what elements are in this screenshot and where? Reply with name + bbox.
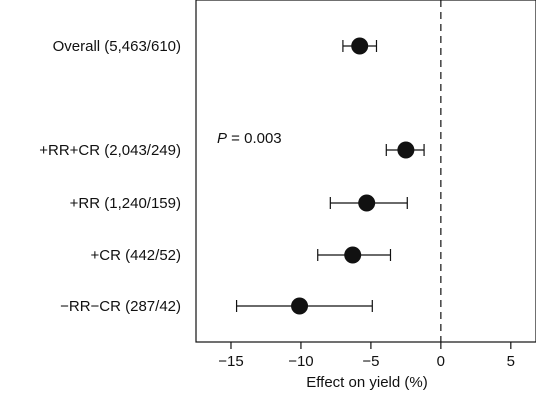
p-value-annotation: P = 0.003 [217, 130, 282, 147]
x-tick-label: 5 [507, 353, 515, 370]
estimate-point [351, 37, 369, 55]
rows: Overall (5,463/610) +RR+CR (2,043/249) +RR… [39, 37, 425, 315]
estimate-point [358, 194, 376, 212]
x-tick-label: −5 [362, 353, 379, 370]
x-axis: −15 −10 −5 0 5 [218, 342, 515, 370]
x-tick-label: −10 [288, 353, 313, 370]
estimate-point [291, 297, 309, 315]
row-label: +RR (1,240/159) [70, 195, 181, 212]
x-tick-label: 0 [437, 353, 445, 370]
p-value-symbol: P [217, 130, 227, 147]
row-label: +CR (442/52) [91, 247, 181, 264]
x-axis-label: Effect on yield (%) [306, 374, 427, 391]
estimate-point [397, 141, 415, 159]
row-label: Overall (5,463/610) [53, 38, 181, 55]
x-tick-label: −15 [218, 353, 243, 370]
p-value-text: = 0.003 [227, 130, 282, 147]
row-label: +RR+CR (2,043/249) [39, 142, 181, 159]
estimate-point [344, 246, 362, 264]
row-label: −RR−CR (287/42) [60, 298, 181, 315]
plot-frame [195, 0, 536, 343]
